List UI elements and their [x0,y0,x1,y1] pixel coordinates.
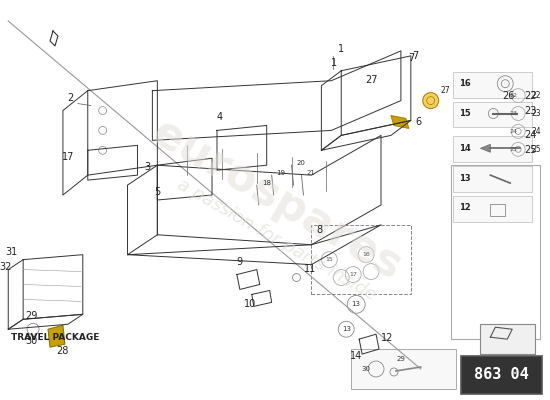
Text: 16: 16 [362,252,370,257]
Text: 16: 16 [459,79,470,88]
Text: 23: 23 [524,106,536,116]
Bar [351,349,455,389]
Text: 22: 22 [509,93,517,98]
Text: 7: 7 [408,53,414,63]
Text: 14: 14 [459,144,470,153]
Text: 29: 29 [397,356,405,362]
Text: 10: 10 [244,299,256,309]
Bar [453,102,532,128]
Text: 23: 23 [531,109,541,118]
Text: 2: 2 [68,92,74,102]
Text: 32: 32 [0,262,12,272]
Text: 12: 12 [381,333,393,343]
Text: 30: 30 [361,366,371,372]
Text: 19: 19 [277,170,285,176]
Text: 23: 23 [509,111,517,116]
Text: TRAVEL PACKAGE: TRAVEL PACKAGE [11,333,100,342]
Text: 24: 24 [531,127,541,136]
FancyBboxPatch shape [460,356,542,394]
Polygon shape [480,144,491,152]
Text: 22: 22 [524,91,536,101]
Circle shape [423,93,439,108]
Text: 863 04: 863 04 [474,368,529,382]
Text: 20: 20 [296,160,305,166]
Bar [453,196,532,222]
Text: 13: 13 [342,326,351,332]
FancyBboxPatch shape [480,324,535,354]
Text: 28: 28 [57,346,69,356]
Text: 4: 4 [217,112,223,122]
Polygon shape [48,325,65,347]
Text: 24: 24 [509,129,517,134]
Text: 26: 26 [502,91,514,101]
Text: 7: 7 [412,51,419,61]
Bar [453,136,532,162]
Bar [453,166,532,192]
Text: 14: 14 [350,351,362,361]
Text: 6: 6 [416,118,422,128]
Text: 31: 31 [5,247,18,257]
Text: 15: 15 [459,109,470,118]
Text: 29: 29 [25,311,37,321]
Text: a passion for parts inside: a passion for parts inside [174,175,380,304]
Text: eurospares: eurospares [144,111,409,289]
Text: 5: 5 [154,187,161,197]
Text: 25: 25 [531,145,541,154]
Text: 17: 17 [349,272,357,277]
Text: 25: 25 [524,145,536,155]
Bar [311,225,411,294]
Text: 27: 27 [365,75,377,85]
Text: 8: 8 [316,225,322,235]
Text: 3: 3 [144,162,151,172]
Text: 18: 18 [262,180,271,186]
Bar [453,72,532,98]
Text: 1: 1 [331,58,338,68]
Text: 25: 25 [509,147,517,152]
Text: 30: 30 [25,336,37,346]
Text: 1: 1 [338,44,344,54]
Text: 13: 13 [351,301,361,307]
Text: 22: 22 [531,91,541,100]
Text: 11: 11 [304,264,316,274]
Bar [450,165,540,339]
Text: 17: 17 [62,152,74,162]
Text: 12: 12 [459,204,470,212]
Text: 21: 21 [306,170,315,176]
Text: 27: 27 [441,86,450,95]
Text: 13: 13 [459,174,470,183]
Text: 9: 9 [237,257,243,267]
Text: 15: 15 [326,257,333,262]
Text: 24: 24 [524,130,536,140]
Polygon shape [391,116,409,128]
